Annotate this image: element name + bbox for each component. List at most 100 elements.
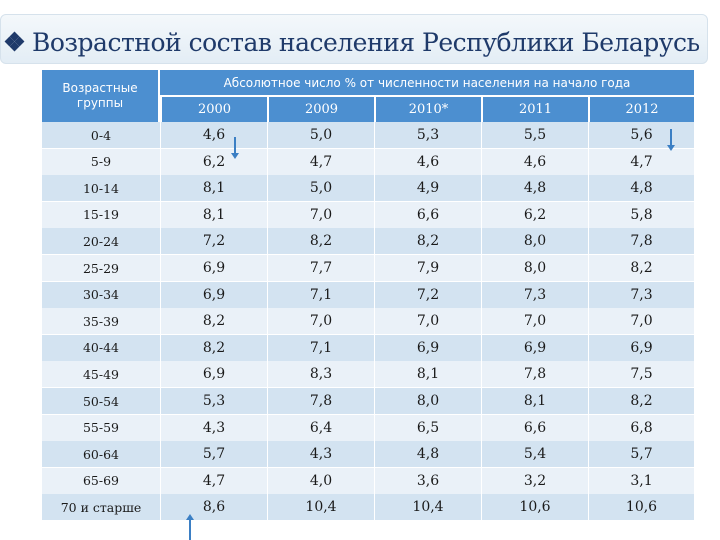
table-row: 40-44 8,2 7,1 6,9 6,9 6,9 <box>42 334 694 361</box>
age-group-header: Возрастные группы <box>42 70 160 122</box>
title-bar <box>0 14 708 64</box>
value-cell: 8,2 <box>374 228 481 255</box>
value-cell: 4,3 <box>267 441 374 468</box>
value-cell: 8,2 <box>160 334 267 361</box>
value-cell: 7,5 <box>588 361 694 388</box>
value-cell: 8,6 <box>160 494 267 521</box>
share-header: Абсолютное число % от численности населе… <box>160 70 694 97</box>
population-table: Возрастные группы Абсолютное число % от … <box>42 70 694 522</box>
table-row: 5-9 6,2 4,7 4,6 4,6 4,7 <box>42 148 694 175</box>
value-cell: 6,2 <box>481 201 588 228</box>
value-cell: 7,3 <box>481 281 588 308</box>
table-row: 35-39 8,2 7,0 7,0 7,0 7,0 <box>42 308 694 335</box>
value-cell: 6,6 <box>374 201 481 228</box>
table-row: 25-29 6,9 7,7 7,9 8,0 8,2 <box>42 255 694 281</box>
age-group-cell: 45-49 <box>82 366 120 382</box>
value-cell: 3,2 <box>481 467 588 494</box>
value-cell: 4,7 <box>588 148 694 175</box>
value-cell: 8,0 <box>374 388 481 414</box>
age-group-cell: 40-44 <box>82 340 120 356</box>
value-cell: 6,9 <box>160 361 267 388</box>
age-group-cell: 50-54 <box>82 393 120 409</box>
year-header: 2012 <box>588 97 694 122</box>
value-cell: 8,1 <box>374 361 481 388</box>
value-cell: 8,2 <box>160 308 267 335</box>
value-cell: 8,1 <box>160 201 267 228</box>
table-row: 45-49 6,9 8,3 8,1 7,8 7,5 <box>42 361 694 388</box>
value-cell: 5,3 <box>374 122 481 148</box>
value-cell: 4,0 <box>267 467 374 494</box>
value-cell: 10,4 <box>374 494 481 521</box>
value-cell: 7,2 <box>374 281 481 308</box>
value-cell: 7,0 <box>267 201 374 228</box>
value-cell: 3,1 <box>588 467 694 494</box>
value-cell: 4,8 <box>481 175 588 202</box>
value-cell: 4,6 <box>374 148 481 175</box>
arrow-up-icon <box>186 514 194 540</box>
table-row: 55-59 4,3 6,4 6,5 6,6 6,8 <box>42 414 694 441</box>
value-cell: 6,5 <box>374 414 481 441</box>
age-group-cell: 70 и старше <box>60 499 142 515</box>
value-cell: 5,7 <box>588 441 694 468</box>
value-cell: 7,0 <box>374 308 481 335</box>
value-cell: 4,9 <box>374 175 481 202</box>
arrow-down-icon <box>667 129 675 151</box>
year-header: 2011 <box>481 97 588 122</box>
value-cell: 6,9 <box>160 281 267 308</box>
value-cell: 6,4 <box>267 414 374 441</box>
value-cell: 6,9 <box>374 334 481 361</box>
year-header: 2010* <box>374 97 481 122</box>
year-header: 2009 <box>267 97 374 122</box>
title-row: Возрастной состав населения Республики Б… <box>4 22 700 62</box>
value-cell: 8,2 <box>588 388 694 414</box>
value-cell: 7,0 <box>267 308 374 335</box>
diamond-bullet-icon <box>4 31 25 52</box>
year-header: 2000 <box>160 97 267 122</box>
value-cell: 8,0 <box>481 255 588 281</box>
value-cell: 6,6 <box>481 414 588 441</box>
value-cell: 7,7 <box>267 255 374 281</box>
value-cell: 8,3 <box>267 361 374 388</box>
value-cell: 5,4 <box>481 441 588 468</box>
arrow-down-icon <box>231 137 239 159</box>
table-row: 15-19 8,1 7,0 6,6 6,2 5,8 <box>42 201 694 228</box>
age-group-cell: 30-34 <box>82 287 120 303</box>
value-cell: 4,7 <box>160 467 267 494</box>
age-group-cell: 60-64 <box>82 446 120 462</box>
value-cell: 7,3 <box>588 281 694 308</box>
value-cell: 5,6 <box>588 122 694 148</box>
value-cell: 8,2 <box>267 228 374 255</box>
table-row: 65-69 4,7 4,0 3,6 3,2 3,1 <box>42 467 694 494</box>
value-cell: 10,4 <box>267 494 374 521</box>
slide-title: Возрастной состав населения Республики Б… <box>32 27 700 57</box>
table-row: 20-24 7,2 8,2 8,2 8,0 7,8 <box>42 228 694 255</box>
value-cell: 7,0 <box>481 308 588 335</box>
value-cell: 7,0 <box>588 308 694 335</box>
value-cell: 6,9 <box>588 334 694 361</box>
age-group-cell: 20-24 <box>82 233 120 249</box>
table-row: 70 и старше 8,6 10,4 10,4 10,6 10,6 <box>42 494 694 521</box>
value-cell: 4,6 <box>160 122 267 148</box>
value-cell: 7,2 <box>160 228 267 255</box>
value-cell: 6,8 <box>588 414 694 441</box>
table-row: 30-34 6,9 7,1 7,2 7,3 7,3 <box>42 281 694 308</box>
age-group-cell: 65-69 <box>82 473 120 489</box>
table-row: 0-4 4,6 5,0 5,3 5,5 5,6 <box>42 122 694 148</box>
age-group-cell: 5-9 <box>90 154 112 170</box>
value-cell: 7,1 <box>267 334 374 361</box>
value-cell: 7,8 <box>588 228 694 255</box>
value-cell: 10,6 <box>481 494 588 521</box>
value-cell: 4,8 <box>588 175 694 202</box>
value-cell: 7,8 <box>481 361 588 388</box>
age-group-cell: 25-29 <box>82 260 120 276</box>
value-cell: 8,0 <box>481 228 588 255</box>
table-row: 10-14 8,1 5,0 4,9 4,8 4,8 <box>42 175 694 202</box>
value-cell: 5,3 <box>160 388 267 414</box>
table-row: 50-54 5,3 7,8 8,0 8,1 8,2 <box>42 388 694 414</box>
value-cell: 10,6 <box>588 494 694 521</box>
value-cell: 8,1 <box>160 175 267 202</box>
value-cell: 4,6 <box>481 148 588 175</box>
value-cell: 5,0 <box>267 122 374 148</box>
value-cell: 6,9 <box>160 255 267 281</box>
table-row: 60-64 5,7 4,3 4,8 5,4 5,7 <box>42 441 694 468</box>
